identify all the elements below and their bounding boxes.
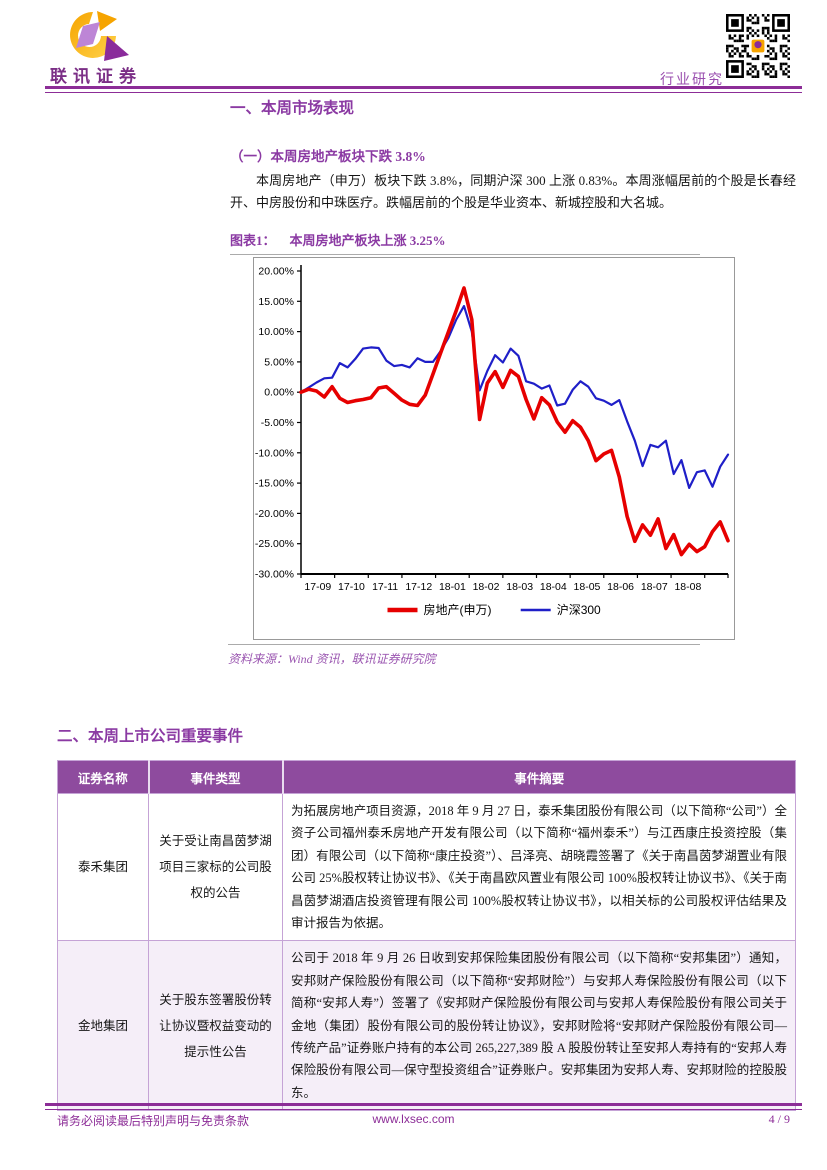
x-tick-label: 18-05	[574, 581, 601, 593]
footer-disclaimer: 请务必阅读最后特别声明与免责条款	[57, 1114, 250, 1128]
header-rule	[45, 86, 802, 93]
x-tick-label: 18-01	[439, 581, 466, 593]
x-tick-label: 17-11	[372, 581, 398, 593]
figure-caption: 图表1： 本周房地产板块上涨 3.25%	[230, 230, 700, 255]
qr-code	[726, 14, 790, 78]
x-tick-label: 18-08	[674, 581, 701, 593]
section-2-heading: 二、本周上市公司重要事件	[57, 728, 244, 745]
cell-event-summary: 为拓展房地产项目资源，2018 年 9 月 27 日，泰禾集团股份有限公司（以下…	[282, 792, 796, 942]
figure-title: 本周房地产板块上涨 3.25%	[289, 233, 446, 248]
y-tick-label: 5.00%	[264, 356, 294, 368]
x-tick-label: 18-04	[540, 581, 567, 593]
series-line-1	[299, 304, 730, 489]
cell-event-type: 关于股东签署股份转让协议暨权益变动的提示性公告	[148, 940, 283, 1112]
figure-chart: 20.00% 15.00% 10.00% 5.00% 0.00% -5.00% -10.00…	[253, 257, 735, 640]
footer-website: www.lxsec.com	[372, 1112, 455, 1126]
series-lines	[299, 286, 730, 557]
y-tick-label: -20.00%	[255, 508, 294, 520]
cell-security-name: 泰禾集团	[57, 792, 149, 942]
x-tick-label: 18-03	[506, 581, 533, 593]
event-row-gemdale: 金地集团 关于股东签署股份转让协议暨权益变动的提示性公告 公司于 2018 年 …	[57, 940, 796, 1112]
legend-label-1: 沪深300	[557, 603, 601, 617]
y-tick-label: 10.00%	[258, 326, 294, 338]
cell-event-summary: 公司于 2018 年 9 月 26 日收到安邦保险集团股份有限公司（以下简称“安…	[282, 940, 796, 1112]
footer-page-number: 4 / 9	[768, 1112, 790, 1126]
x-tick-label: 17-12	[405, 581, 432, 593]
body-paragraph: 本周房地产（申万）板块下跌 3.8%，同期沪深 300 上涨 0.83%。本周涨…	[230, 173, 796, 210]
y-tick-label: -10.00%	[255, 447, 294, 459]
company-logo-text: 联讯证券	[50, 67, 142, 86]
x-axis: 17-09 17-10 17-11 17-12 18-01 18-02 18-03 18-04…	[300, 573, 729, 593]
x-tick-label: 18-06	[607, 581, 634, 593]
company-logo-icon	[70, 11, 129, 61]
y-tick-label: -25.00%	[255, 538, 294, 550]
cell-event-type: 关于受让南昌茵梦湖项目三家标的公司股权的公告	[148, 792, 283, 942]
column-header-event-summary: 事件摘要	[282, 760, 796, 794]
figure-label: 图表1：	[230, 233, 276, 248]
event-row-taihe: 泰禾集团 关于受让南昌茵梦湖项目三家标的公司股权的公告 为拓展房地产项目资源，2…	[57, 792, 796, 942]
events-table-header: 证券名称 事件类型 事件摘要	[57, 760, 796, 794]
column-header-event-type: 事件类型	[148, 760, 284, 794]
y-tick-label: -15.00%	[255, 478, 294, 490]
footer-rule	[45, 1103, 802, 1110]
chart-legend: 房地产(申万) 沪深300	[387, 602, 601, 617]
x-tick-label: 17-10	[338, 581, 365, 593]
x-tick-label: 18-02	[473, 581, 500, 593]
y-axis: 20.00% 15.00% 10.00% 5.00% 0.00% -5.00% -10.00…	[255, 265, 302, 581]
y-tick-label: 15.00%	[258, 296, 294, 308]
report-category-label: 行业研究	[660, 73, 724, 88]
x-tick-label: 17-09	[304, 581, 331, 593]
subsection-1-heading: （一）本周房地产板块下跌 3.8%	[230, 149, 426, 164]
section-1-heading: 一、本周市场表现	[230, 100, 355, 117]
column-header-security-name: 证券名称	[57, 760, 150, 794]
y-tick-label: 0.00%	[264, 387, 294, 399]
legend-label-0: 房地产(申万)	[424, 602, 492, 617]
events-table: 证券名称 事件类型 事件摘要 泰禾集团 关于受让南昌茵梦湖项目三家标的公司股权的…	[57, 760, 796, 1112]
series-line-0	[299, 286, 730, 557]
y-tick-label: 20.00%	[258, 266, 294, 278]
line-chart: 20.00% 15.00% 10.00% 5.00% 0.00% -5.00% -10.00…	[255, 265, 730, 617]
figure-source-note: 资料来源：Wind 资讯，联讯证券研究院	[228, 644, 700, 667]
cell-security-name: 金地集团	[57, 940, 149, 1112]
footer: 请务必阅读最后特别声明与免责条款 www.lxsec.com 4 / 9	[0, 1112, 827, 1132]
x-tick-label: 18-07	[641, 581, 668, 593]
y-tick-label: -5.00%	[261, 417, 294, 429]
y-tick-label: -30.00%	[255, 569, 294, 581]
